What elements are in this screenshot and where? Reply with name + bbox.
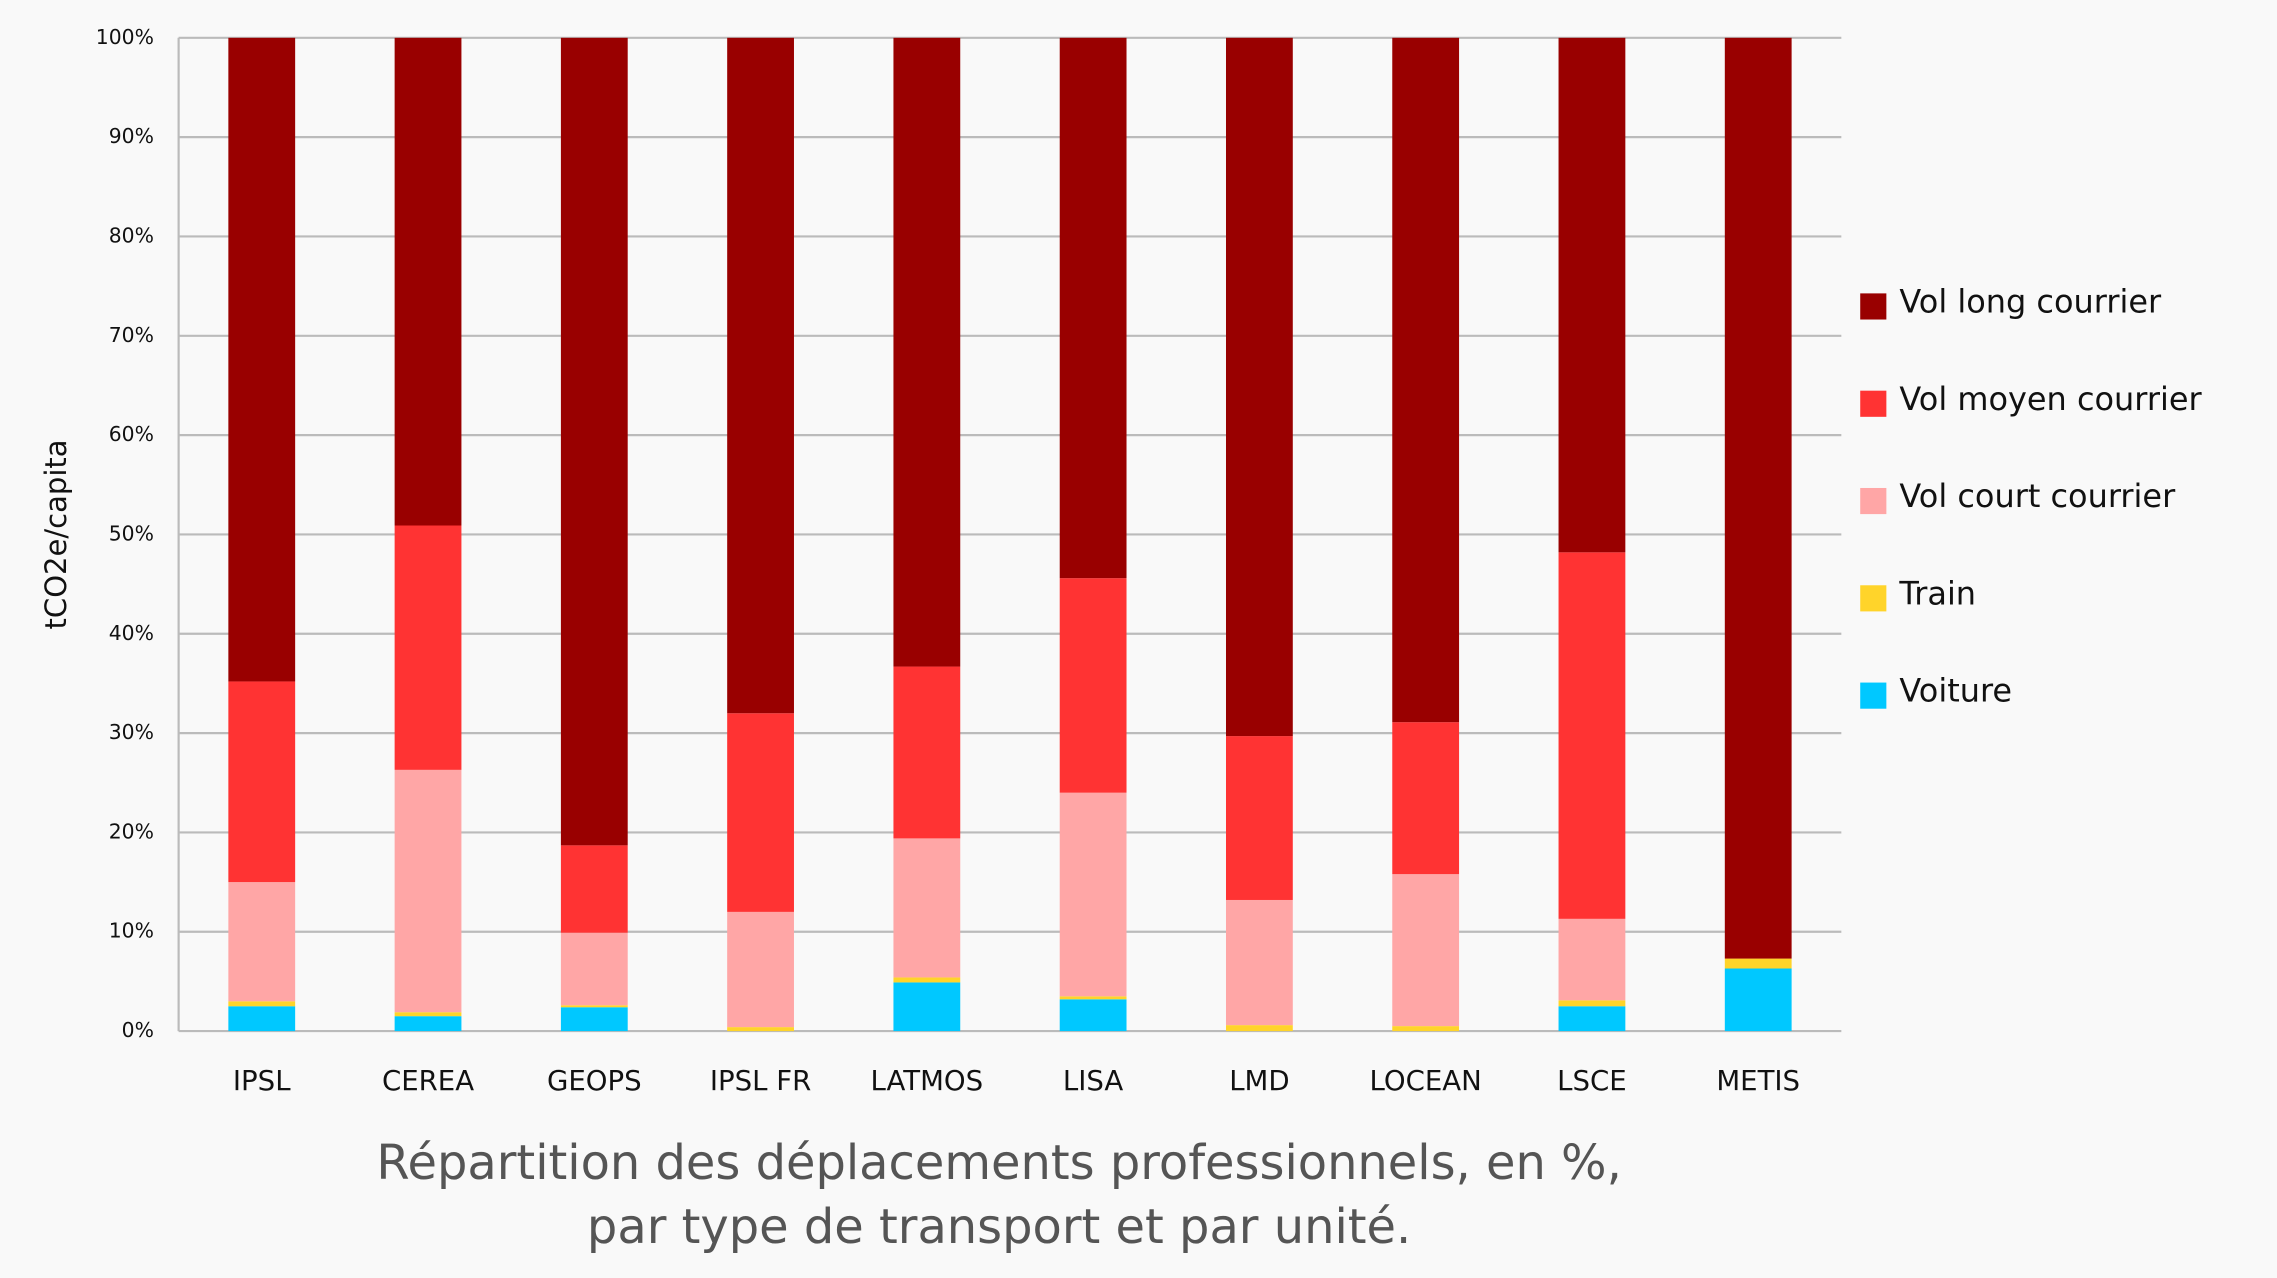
- bar-segment: [893, 37, 961, 667]
- bar-segment: [1392, 37, 1460, 723]
- y-tick-label: 80%: [109, 223, 154, 247]
- bar-segment: [727, 37, 794, 714]
- bar-segment: [1558, 37, 1626, 553]
- legend-label: Voiture: [1899, 672, 2012, 710]
- bar-segment: [1225, 37, 1293, 737]
- y-tick-label: 50%: [109, 521, 154, 545]
- x-tick-label: LMD: [1229, 1064, 1289, 1097]
- x-tick-label: LSCE: [1557, 1064, 1627, 1097]
- bar-segment: [727, 1027, 794, 1032]
- bar-segment: [394, 1016, 462, 1032]
- bar-segment: [1225, 736, 1293, 900]
- bar-segment: [1558, 1006, 1626, 1032]
- bar-segment: [727, 911, 794, 1028]
- legend-swatch: [1860, 390, 1887, 417]
- y-tick-label: 90%: [109, 124, 154, 148]
- chart-title: Répartition des déplacements professionn…: [376, 1136, 1621, 1191]
- y-tick-label: 40%: [109, 621, 154, 645]
- legend-label: Vol long courrier: [1899, 283, 2162, 321]
- bar-segment: [1059, 999, 1127, 1032]
- bar-segment: [560, 845, 628, 933]
- x-tick-label: IPSL: [233, 1064, 291, 1097]
- y-axis-label: tCO2e/capita: [39, 439, 73, 629]
- bar-segment: [1558, 552, 1626, 919]
- bar-segment: [394, 1012, 462, 1017]
- bar-segment: [1225, 899, 1293, 1026]
- bar-segment: [1225, 1025, 1293, 1032]
- bar-segment: [394, 37, 462, 526]
- legend-swatch: [1860, 293, 1887, 320]
- y-tick-label: 10%: [109, 919, 154, 943]
- x-tick-label: LOCEAN: [1370, 1064, 1482, 1097]
- x-tick-label: CEREA: [382, 1064, 474, 1097]
- bar-segment: [1558, 1000, 1626, 1007]
- bar-segment: [560, 932, 628, 1006]
- bar-segment: [1392, 874, 1460, 1027]
- bar-segment: [1392, 722, 1460, 875]
- bar-segment: [228, 1001, 296, 1007]
- y-tick-label: 30%: [109, 720, 154, 744]
- x-tick-label: IPSL FR: [710, 1064, 811, 1097]
- bar-segment: [228, 1006, 296, 1032]
- bar-segment: [1724, 37, 1792, 959]
- bar-segment: [893, 982, 961, 1032]
- bar-segment: [893, 977, 961, 983]
- x-tick-label: GEOPS: [547, 1064, 642, 1097]
- bar-segment: [228, 37, 296, 682]
- bar-segment: [394, 769, 462, 1013]
- bar-segment: [560, 1005, 628, 1008]
- legend-label: Train: [1898, 574, 1976, 612]
- x-tick-label: LATMOS: [871, 1064, 984, 1097]
- y-tick-label: 60%: [109, 422, 154, 446]
- bar-segment: [560, 37, 628, 846]
- x-tick-label: METIS: [1716, 1064, 1800, 1097]
- legend-swatch: [1860, 487, 1887, 515]
- bar-segment: [560, 1007, 628, 1032]
- bar-segment: [228, 681, 296, 883]
- bar-segment: [1724, 958, 1792, 969]
- legend-swatch: [1860, 585, 1887, 612]
- bar-segment: [1558, 918, 1626, 1001]
- y-tick-label: 70%: [109, 323, 154, 347]
- x-tick-label: LISA: [1063, 1064, 1124, 1097]
- bar-segment: [727, 713, 794, 912]
- bar-segment: [1392, 1026, 1460, 1032]
- chart-title: par type de transport et par unité.: [587, 1200, 1411, 1255]
- bar-segment: [394, 525, 462, 770]
- bar-segment: [1724, 968, 1792, 1032]
- bar-segment: [893, 838, 961, 978]
- bar-segment: [1059, 578, 1127, 793]
- bar-segment: [1059, 996, 1127, 1000]
- bar-segment: [1059, 37, 1127, 579]
- bar-segment: [893, 666, 961, 839]
- legend-swatch: [1860, 682, 1887, 709]
- y-tick-label: 100%: [96, 25, 154, 49]
- bar-segment: [1059, 792, 1127, 997]
- y-tick-label: 0%: [122, 1018, 154, 1042]
- legend-label: Vol court courrier: [1899, 477, 2176, 515]
- legend-label: Vol moyen courrier: [1899, 380, 2202, 418]
- bar-segment: [228, 882, 296, 1002]
- y-tick-label: 20%: [109, 819, 154, 843]
